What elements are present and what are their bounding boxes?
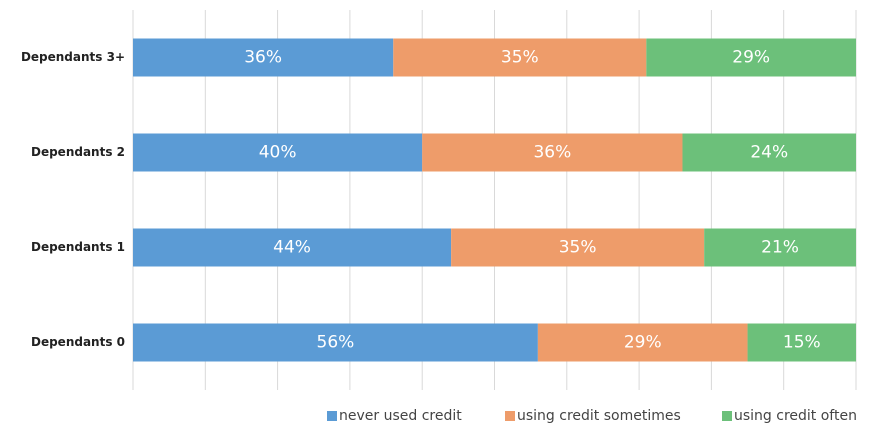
data-label: 35% [559,238,597,258]
legend-swatch [505,411,515,421]
data-label: 56% [317,333,355,353]
bar-segment [682,133,856,172]
legend-label: never used credit [339,408,462,424]
legend-swatch [327,411,337,421]
data-label: 29% [732,48,770,68]
bar-segment [537,323,748,362]
legend-label: using credit sometimes [517,408,681,424]
category-label: Dependants 3+ [21,50,125,64]
category-label: Dependants 1 [31,240,125,254]
bar-segment [133,133,423,172]
data-label: 36% [244,48,282,68]
data-label: 44% [273,238,311,258]
bar-segment [747,323,856,362]
bar-segment [451,228,705,267]
category-label: Dependants 2 [31,145,125,159]
category-label: Dependants 0 [31,335,125,349]
data-label: 36% [533,143,571,163]
bar-segment [133,228,452,267]
bar-segment [422,133,683,172]
data-label: 29% [624,333,662,353]
data-label: 15% [783,333,821,353]
data-label: 40% [259,143,297,163]
bar-segment [393,38,647,77]
bar-segment [704,228,856,267]
data-label: 21% [761,238,799,258]
bar-segment [133,38,394,77]
data-label: 35% [501,48,539,68]
bar-segment [133,323,538,362]
legend-label: using credit often [734,408,857,424]
legend-swatch [722,411,732,421]
data-label: 24% [750,143,788,163]
bar-segment [646,38,856,77]
